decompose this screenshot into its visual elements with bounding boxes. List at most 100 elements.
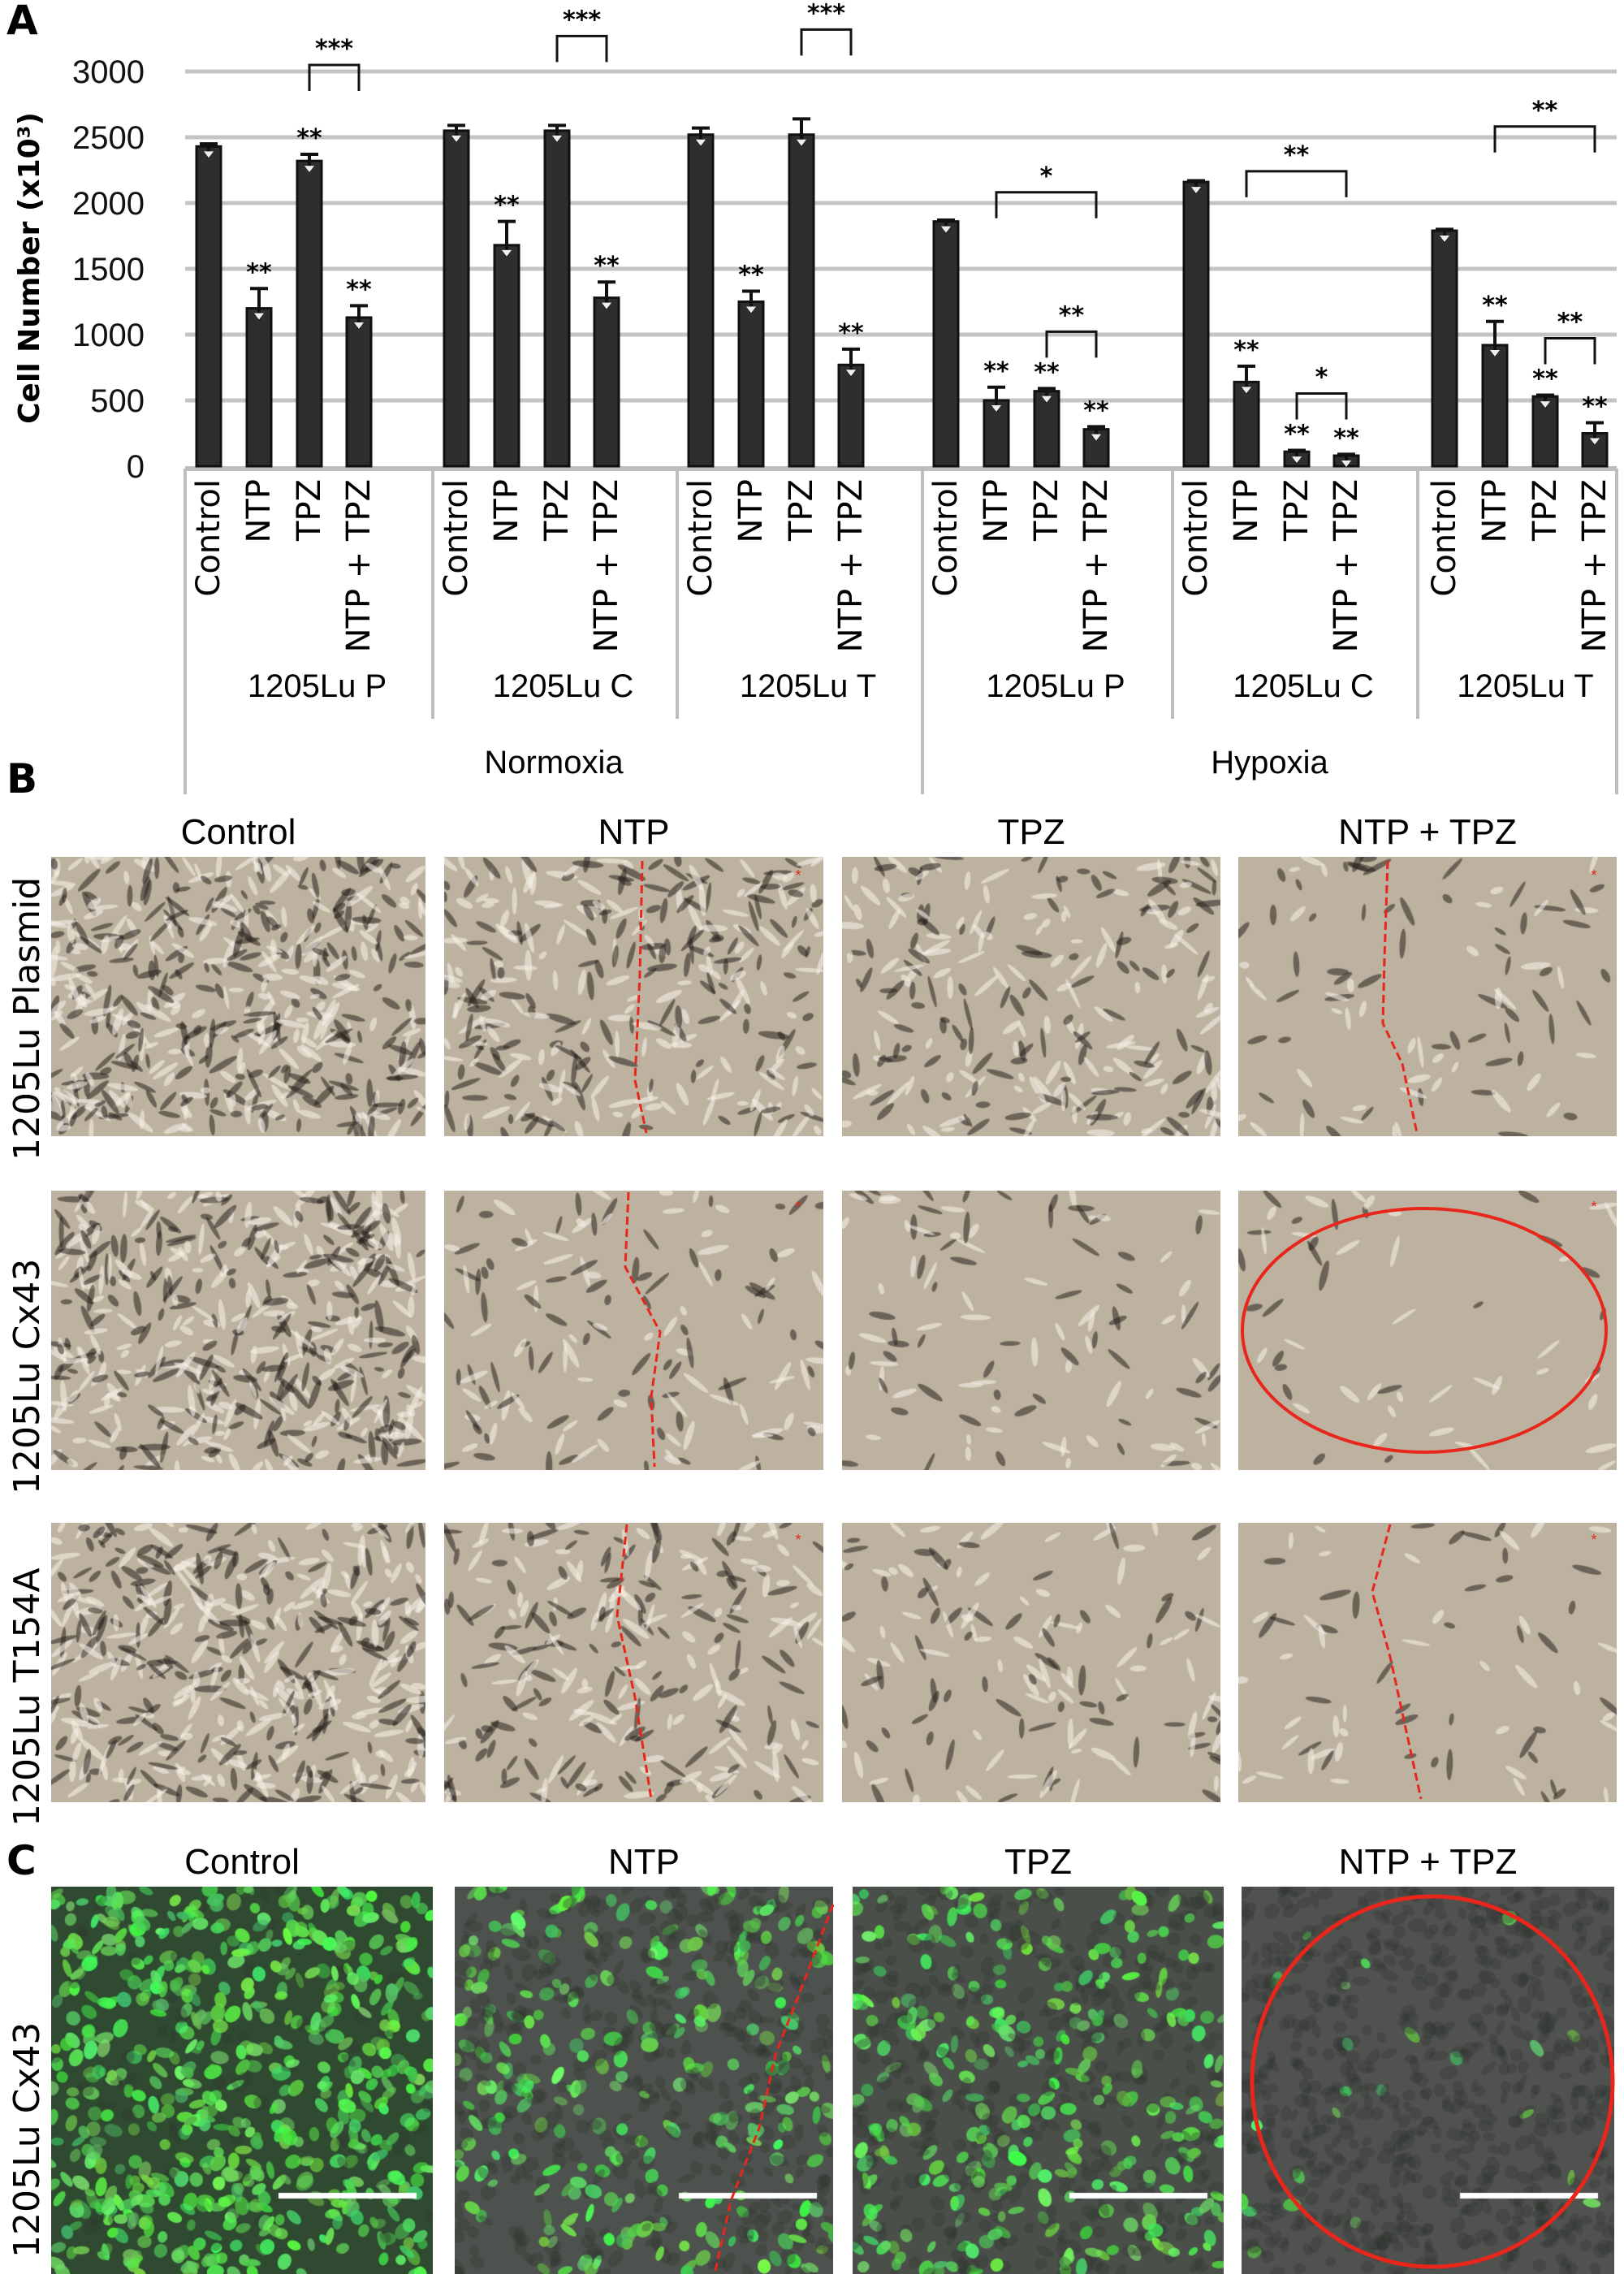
treatment-label: TPZ: [291, 479, 328, 542]
column-title: NTP + TPZ: [1338, 1842, 1518, 1882]
bar: [493, 244, 520, 468]
y-tick-label: 1000: [72, 318, 145, 353]
significance-stars: **: [838, 319, 864, 348]
significance-stars: **: [738, 262, 764, 290]
panel-c-label: C: [6, 1837, 37, 1884]
treatment-label: Control: [927, 479, 965, 597]
column-title: NTP: [598, 812, 670, 852]
bar-marker: [204, 151, 214, 158]
cell-line-label: 1205Lu C: [493, 668, 633, 704]
fluorescence-image: [455, 1887, 833, 2274]
significance-stars: **: [246, 258, 272, 287]
bar: [1531, 395, 1559, 468]
phase-contrast-image: [1238, 1191, 1617, 1470]
row-label: 1205Lu Plasmid: [6, 876, 48, 1161]
treatment-label: TPZ: [1028, 479, 1065, 542]
column-title: NTP + TPZ: [1338, 812, 1517, 852]
treatment-label: Control: [682, 479, 719, 597]
bar-marker: [1540, 401, 1550, 409]
treatment-label: NTP: [1476, 479, 1514, 543]
significance-stars: **: [1482, 292, 1508, 320]
y-tick-label: 500: [90, 383, 145, 419]
treatment-label: NTP + TPZ: [1078, 479, 1115, 652]
bar-marker: [354, 322, 364, 329]
significance-stars: **: [1532, 97, 1558, 125]
bar: [687, 133, 715, 468]
significance-stars: **: [1059, 301, 1085, 330]
significance-stars: **: [494, 192, 520, 220]
bar: [737, 301, 765, 468]
fluorescence-image: [853, 1887, 1224, 2274]
bar: [345, 316, 373, 468]
phase-contrast-image: [842, 1191, 1220, 1470]
y-tick-label: 0: [127, 449, 145, 485]
significance-bracket: [995, 191, 1098, 218]
treatment-label: TPZ: [783, 479, 820, 542]
bar-marker: [846, 370, 856, 377]
treatment-label: NTP + TPZ: [1576, 479, 1613, 652]
treatment-label: TPZ: [1278, 479, 1315, 542]
significance-bracket: [555, 34, 608, 63]
significance-stars: ***: [563, 6, 601, 34]
phase-contrast-image: [51, 1523, 425, 1802]
panel-b-label: B: [6, 755, 38, 802]
significance-stars: ***: [807, 0, 845, 28]
treatment-label: NTP + TPZ: [1328, 479, 1365, 652]
fluorescence-image: [1242, 1887, 1614, 2274]
phase-contrast-image: [444, 1523, 823, 1802]
row-label: 1205Lu T154A: [6, 1567, 48, 1827]
bar: [296, 159, 323, 468]
row-label: 1205Lu Cx43: [6, 1258, 48, 1494]
bar: [245, 307, 273, 468]
bar: [543, 129, 571, 468]
y-tick-label: 2500: [72, 120, 145, 156]
significance-stars: **: [1284, 421, 1310, 449]
significance-stars: **: [1083, 396, 1109, 425]
phase-contrast-image: [842, 857, 1220, 1136]
bar-marker: [451, 135, 461, 142]
bar: [593, 296, 620, 468]
y-tick-label: 3000: [72, 54, 145, 90]
significance-stars: **: [983, 357, 1009, 386]
bar: [1431, 229, 1458, 468]
significance-stars: **: [1284, 141, 1310, 170]
treatment-label: NTP: [240, 479, 278, 543]
fluorescence-image: [51, 1887, 433, 2274]
column-title: TPZ: [1004, 1842, 1073, 1882]
column-title: TPZ: [997, 812, 1065, 852]
phase-contrast-image: [444, 857, 823, 1136]
bar-marker: [1042, 396, 1052, 403]
phase-contrast-image: [444, 1191, 823, 1470]
bar-chart: 0 500 1000 1500 2000 2500 3000 Cell Number (x10…: [13, 0, 1618, 794]
bar-marker: [1440, 236, 1449, 243]
bar: [443, 129, 470, 468]
phase-contrast-image: [1238, 857, 1617, 1136]
cell-line-label: 1205Lu T: [740, 668, 876, 704]
significance-bracket: [1544, 337, 1596, 365]
bar-marker: [1490, 349, 1500, 357]
bar: [837, 363, 865, 468]
significance-stars: **: [1233, 336, 1259, 365]
cell-line-label: 1205Lu P: [986, 668, 1125, 704]
cell-line-label: 1205Lu C: [1233, 668, 1373, 704]
significance-stars: ***: [315, 35, 353, 63]
bar: [932, 220, 960, 468]
phase-contrast-image: [842, 1523, 1220, 1802]
bar-marker: [746, 306, 756, 313]
condition-label-normoxia: Normoxia: [484, 745, 624, 780]
treatment-label: TPZ: [538, 479, 576, 542]
cell-line-label: 1205Lu T: [1457, 668, 1593, 704]
column-title: Control: [180, 812, 296, 852]
treatment-label: NTP: [978, 479, 1015, 543]
significance-stars: **: [594, 252, 620, 280]
significance-stars: *: [1040, 162, 1053, 191]
bar-marker: [254, 313, 264, 320]
bar-marker: [797, 139, 806, 146]
phase-contrast-image: [51, 1191, 425, 1470]
bar-marker: [941, 226, 951, 233]
significance-stars: *: [1315, 364, 1328, 392]
bar: [1481, 344, 1509, 468]
row-label: 1205Lu Cx43: [6, 2021, 48, 2258]
bar-marker: [696, 139, 706, 146]
bar: [1233, 380, 1260, 468]
